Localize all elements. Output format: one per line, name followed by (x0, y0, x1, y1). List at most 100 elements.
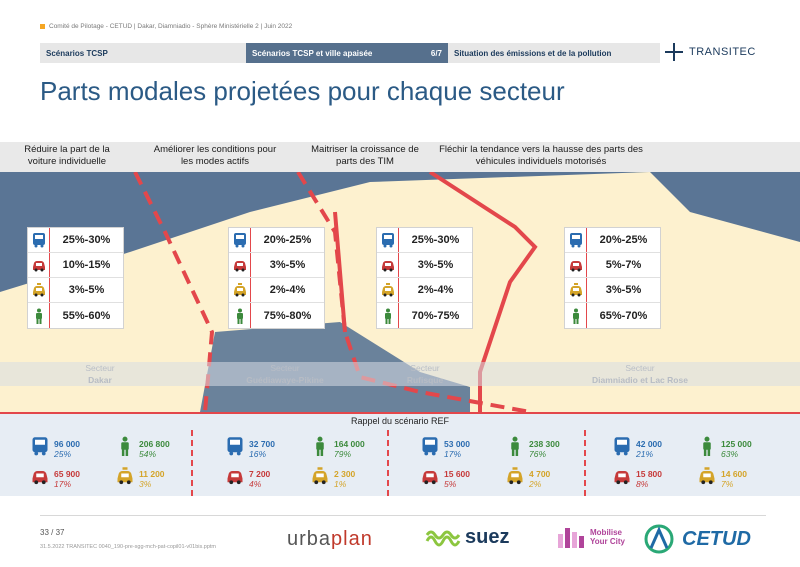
car-share: 10%-15% (62, 259, 111, 271)
pedestrian-icon (28, 303, 50, 328)
header-meta: Comité de Pilotage - CETUD | Dakar, Diam… (40, 23, 292, 30)
car-icon (420, 466, 440, 491)
ref-scenario-band (0, 412, 800, 496)
objectives-band: Réduire la part de la voiture individuel… (0, 142, 800, 172)
car-icon (28, 253, 50, 277)
section-navbar: Scénarios TCSP Scénarios TCSP et ville a… (40, 43, 660, 63)
tab-scenarios-ville-apaisee[interactable]: Scénarios TCSP et ville apaisée 6/7 (246, 43, 448, 63)
ref-values: 96 000 25% (54, 439, 80, 459)
cetud-emblem-icon (644, 524, 674, 554)
ref-values: 53 000 17% (444, 439, 470, 459)
card-dakar: 25%-30% 10%-15% 3%-5% 55%-60% (27, 227, 124, 329)
transitec-cross-icon (665, 43, 683, 61)
mode-row-bus: 25%-30% (377, 228, 472, 253)
ref-values: 7 200 4% (249, 469, 270, 489)
ref-separators (191, 430, 586, 496)
bus-icon (377, 228, 399, 252)
ref-percent: 79% (334, 448, 352, 459)
car-icon (30, 466, 50, 491)
sector-caption: Secteur (410, 363, 440, 373)
bus-share: 20%-25% (599, 234, 648, 246)
logo-text: suez (465, 526, 510, 548)
objective-tim: Maitriser la croissance de parts des TIM (311, 144, 419, 167)
mode-row-taxi: 2%-4% (229, 278, 324, 303)
mode-row-car: 5%-7% (565, 253, 660, 278)
ref-count: 53 000 (444, 438, 470, 449)
ref-percent: 5% (444, 478, 457, 489)
ref-count: 125 000 (721, 438, 752, 449)
car-share: 3%-5% (417, 259, 454, 271)
sector-name: Guédiawaye-Pikine (246, 375, 324, 385)
card-rufisque: 25%-30% 3%-5% 2%-4% 70%-75% (376, 227, 473, 329)
logo-text-line2: Your City (590, 537, 625, 546)
ref-count: 164 000 (334, 438, 365, 449)
ref-count: 65 900 (54, 468, 80, 479)
ref-values: 238 300 76% (529, 439, 560, 459)
bus-icon (612, 436, 632, 461)
taxi-icon (505, 466, 525, 491)
logo-text: CETUD (682, 527, 751, 550)
sector-band (0, 362, 800, 386)
logo-text-line1: Mobilise (590, 528, 623, 537)
bullet-icon (40, 24, 45, 29)
objective-reduce-car: Réduire la part de la voiture individuel… (24, 144, 110, 167)
ref-values: 14 600 7% (721, 469, 747, 489)
pedestrian-icon (377, 303, 399, 328)
car-icon (377, 253, 399, 277)
urbaplan-logo: urbaplan (287, 528, 373, 551)
ref-count: 4 700 (529, 468, 551, 479)
ref-taxi-3: 14 600 7% (697, 466, 747, 491)
boundary-guediawaye (296, 172, 531, 412)
car-share: 3%-5% (269, 259, 306, 271)
sector-label-rufisque: Secteur Rufisque (380, 362, 470, 386)
tab-situation-emissions[interactable]: Situation des émissions et de la polluti… (448, 43, 660, 63)
sector-label-diamniadio: Secteur Diamniadio et Lac Rose (560, 362, 720, 386)
pedestrian-icon (310, 436, 330, 461)
tab-label: Scénarios TCSP et ville apaisée (252, 49, 373, 58)
ref-values: 125 000 63% (721, 439, 752, 459)
ref-title: Rappel du scénario REF (350, 416, 450, 426)
taxi-share: 2%-4% (417, 284, 454, 296)
taxi-icon (28, 278, 50, 302)
sector-caption: Secteur (270, 363, 300, 373)
bus-icon (420, 436, 440, 461)
ref-walk-2: 238 300 76% (505, 436, 560, 461)
ref-percent: 1% (334, 478, 347, 489)
car-icon (229, 253, 251, 277)
page-title: Parts modales projetées pour chaque sect… (40, 76, 565, 106)
objective-motorized: Fléchir la tendance vers la hausse des p… (439, 144, 643, 167)
tab-scenarios-tcsp[interactable]: Scénarios TCSP (40, 43, 246, 63)
mobilise-your-city-logo: Mobilise Your City (556, 524, 625, 550)
ref-values: 42 000 21% (636, 439, 662, 459)
bus-icon (565, 228, 587, 252)
sea-northeast (650, 172, 800, 242)
logo-text: urba (287, 528, 332, 550)
ref-bus-0: 96 000 25% (30, 436, 80, 461)
card-diamniadio-lac-rose: 20%-25% 5%-7% 3%-5% 65%-70% (564, 227, 661, 329)
ref-count: 96 000 (54, 438, 80, 449)
ref-values: 4 700 2% (529, 469, 550, 489)
ref-count: 11 200 (139, 468, 165, 479)
mode-row-walk: 70%-75% (377, 303, 472, 328)
mode-row-walk: 65%-70% (565, 303, 660, 328)
ref-values: 32 700 16% (249, 439, 275, 459)
walk-share: 75%-80% (263, 309, 312, 322)
pedestrian-icon (229, 303, 251, 328)
mode-row-car: 10%-15% (28, 253, 123, 278)
ref-percent: 54% (139, 448, 157, 459)
pedestrian-icon (565, 303, 587, 328)
tab-page-indicator: 6/7 (430, 49, 442, 58)
taxi-share: 3%-5% (68, 284, 105, 296)
ref-bus-3: 42 000 21% (612, 436, 662, 461)
sector-name: Diamniadio et Lac Rose (592, 375, 688, 385)
logo-text-accent: plan (331, 528, 373, 550)
ref-percent: 7% (721, 478, 734, 489)
pedestrian-icon (115, 436, 135, 461)
bus-share: 25%-30% (411, 234, 460, 246)
mode-row-taxi: 2%-4% (377, 278, 472, 303)
ref-percent: 16% (249, 448, 267, 459)
meta-text: Comité de Pilotage - CETUD | Dakar, Diam… (49, 23, 293, 30)
ref-percent: 76% (529, 448, 547, 459)
walk-share: 70%-75% (411, 309, 460, 322)
brand-name: TRANSITEC (689, 46, 756, 58)
